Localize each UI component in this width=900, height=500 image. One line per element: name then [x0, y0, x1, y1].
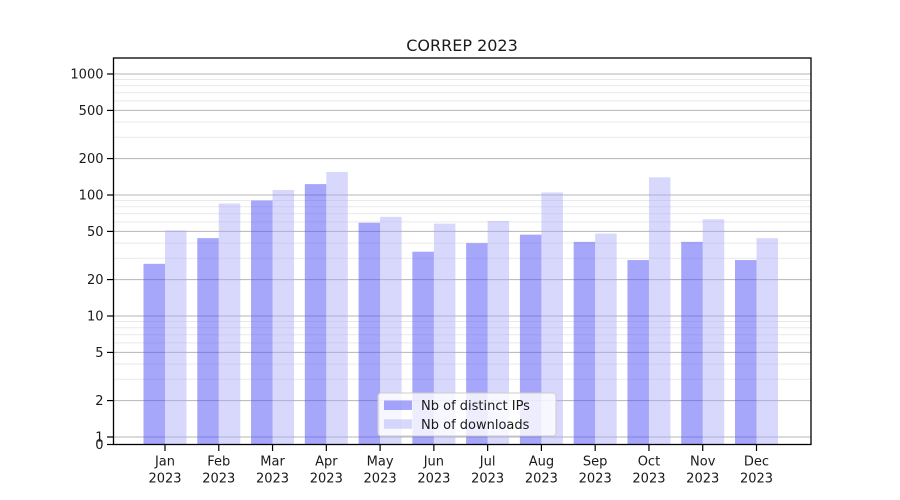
x-tick-label-year: 2023	[417, 472, 450, 487]
x-tick-label-month: Sep	[583, 455, 608, 470]
y-tick-label: 1	[95, 431, 103, 446]
x-tick-label-month: Dec	[744, 455, 769, 470]
bar-downloads-dec	[756, 238, 778, 445]
x-tick-label-month: Apr	[315, 455, 338, 470]
chart-title: CORREP 2023	[406, 36, 518, 55]
x-tick-label-year: 2023	[525, 472, 558, 487]
bar-distinct-ips-may	[358, 222, 381, 445]
x-tick-label-month: Feb	[207, 455, 230, 470]
bar-downloads-may	[380, 216, 402, 445]
bar-distinct-ips-jan	[143, 263, 165, 445]
x-tick-label-month: Jan	[154, 455, 175, 470]
x-tick-label-month: May	[367, 455, 394, 470]
x-tick-label-year: 2023	[579, 472, 612, 487]
y-tick-label: 200	[79, 152, 104, 167]
x-tick-label-month: Nov	[690, 455, 716, 470]
legend-swatch-distinct-ips	[384, 400, 412, 410]
bar-downloads-jun	[433, 223, 456, 445]
bar-distinct-ips-apr	[304, 184, 327, 445]
legend-box	[377, 392, 557, 437]
x-tick-label-month: Aug	[529, 455, 554, 470]
y-tick-label: 1000	[70, 68, 103, 83]
y-tick-label: 500	[79, 104, 104, 119]
x-tick-label-month: Mar	[260, 455, 285, 470]
bar-downloads-aug	[541, 192, 563, 445]
legend-label-distinct-ips: Nb of distinct IPs	[421, 399, 530, 414]
bar-downloads-oct	[648, 177, 671, 445]
bar-distinct-ips-aug	[519, 234, 542, 445]
x-tick-label-year: 2023	[148, 472, 181, 487]
bar-downloads-nov	[702, 219, 725, 445]
x-tick-label-year: 2023	[471, 472, 504, 487]
x-tick-label-year: 2023	[632, 472, 665, 487]
x-tick-label-year: 2023	[364, 472, 397, 487]
bar-distinct-ips-dec	[735, 260, 757, 445]
bar-downloads-sep	[595, 233, 617, 445]
x-tick-label-year: 2023	[202, 472, 235, 487]
legend-label-downloads: Nb of downloads	[421, 418, 530, 433]
bar-downloads-mar	[272, 189, 295, 445]
y-tick-label: 100	[79, 189, 104, 204]
bar-downloads-apr	[326, 171, 348, 445]
x-tick-label-year: 2023	[686, 472, 719, 487]
x-tick-label-year: 2023	[256, 472, 289, 487]
y-tick-label: 50	[87, 225, 104, 240]
x-tick-label-month: Jun	[423, 455, 444, 470]
bar-distinct-ips-mar	[251, 200, 273, 445]
bar-downloads-jul	[487, 220, 510, 445]
axis-ticks: 1000 500 200 100 50 20 10 5 2 10 Jan 2023 Feb 2023 Mar…	[70, 68, 773, 487]
bar-distinct-ips-oct	[627, 260, 649, 445]
x-tick-label-year: 2023	[310, 472, 343, 487]
bar-downloads-feb	[218, 203, 241, 445]
x-tick-label-year: 2023	[740, 472, 773, 487]
legend: Nb of distinct IPs Nb of downloads	[377, 392, 557, 437]
bar-distinct-ips-nov	[681, 241, 703, 445]
plot-border	[112, 57, 812, 446]
bar-distinct-ips-sep	[573, 241, 596, 445]
y-tick-label: 2	[95, 394, 103, 409]
legend-swatch-downloads	[384, 419, 412, 429]
bar-downloads-jan	[165, 230, 187, 445]
y-tick-label: 5	[95, 346, 103, 361]
bar-distinct-ips-feb	[197, 238, 219, 445]
x-tick-label-month: Jul	[479, 455, 496, 470]
minor-gridlines	[113, 79, 811, 380]
y-tick-label: 20	[87, 273, 104, 288]
y-tick-label: 0	[95, 438, 103, 453]
x-tick-label-month: Oct	[638, 455, 660, 470]
y-tick-label: 10	[87, 310, 104, 325]
